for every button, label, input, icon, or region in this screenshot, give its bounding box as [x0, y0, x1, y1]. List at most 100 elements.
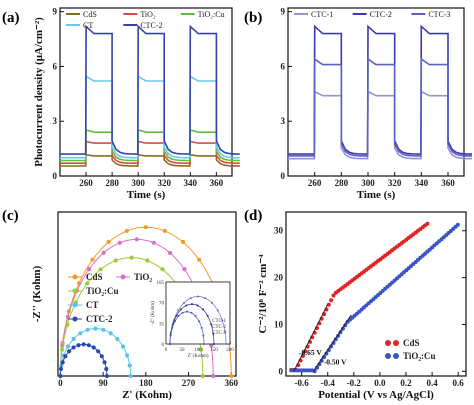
inset-series-line-2 [169, 311, 205, 345]
legend-marker [385, 353, 391, 359]
data-point [120, 344, 126, 349]
inset-x-tick-label: 0 [165, 348, 168, 353]
data-point [87, 267, 92, 272]
y-tick-label: 9 [281, 7, 286, 17]
data-point [99, 354, 104, 359]
data-point [86, 343, 91, 348]
annotation: -0.50 V [324, 357, 347, 366]
plot-frame [285, 211, 467, 377]
data-point [65, 322, 70, 327]
data-point [71, 336, 76, 342]
x-tick-label: 320 [388, 178, 402, 188]
y-axis-label: C⁻²/10⁸ F⁻² cm⁻⁴ [257, 254, 269, 334]
plot-frame [59, 7, 233, 177]
inset-x-tick-label: 200 [226, 348, 234, 353]
x-tick-label: 340 [415, 178, 429, 188]
data-point [78, 331, 83, 336]
data-point [180, 239, 185, 244]
y-tick-label: 30 [274, 226, 284, 236]
data-point [145, 258, 150, 263]
inset-series-line-1 [169, 303, 215, 345]
annotation: -0.65 V [299, 348, 322, 357]
data-point [85, 281, 90, 286]
data-point [129, 255, 134, 260]
legend-label: TiO₂ [140, 10, 156, 19]
x-tick-label: 0.2 [400, 378, 412, 388]
inset-legend-label: CTC-1 [212, 319, 226, 324]
data-point [331, 293, 336, 298]
y-tick-label: 10 [274, 319, 284, 329]
data-point [198, 347, 204, 352]
data-point [113, 258, 118, 263]
legend-marker [385, 340, 391, 346]
data-point [60, 347, 65, 352]
legend-label: CT [86, 300, 99, 310]
x-tick-label: 0.4 [426, 378, 438, 388]
x-tick-label: -0.2 [347, 378, 362, 388]
legend-label: CTC-2 [140, 21, 162, 30]
data-point [182, 267, 187, 272]
data-point [331, 341, 336, 345]
data-point [124, 228, 129, 233]
x-tick-label: 0 [58, 378, 63, 388]
x-tick-label: 270 [182, 378, 196, 388]
data-point [455, 222, 460, 227]
data-point [425, 221, 430, 226]
data-point [96, 349, 101, 354]
legend-label: CTC-2 [86, 314, 113, 324]
legend-marker [72, 302, 78, 308]
legend-label: CT [83, 21, 93, 30]
legend-label: CdS [86, 272, 103, 282]
data-point [60, 360, 65, 365]
data-point [209, 343, 214, 348]
y-tick-label: 3 [281, 116, 286, 126]
data-point [81, 342, 86, 347]
data-point [229, 373, 234, 379]
panel-label-b: (b) [244, 10, 262, 26]
y-tick-label: 6 [53, 61, 58, 71]
series-line-1 [288, 24, 473, 155]
x-tick-label: 340 [184, 178, 198, 188]
x-tick-label: -0.6 [295, 378, 310, 388]
data-point [329, 344, 334, 349]
y-axis-label: -Z'' (Kohm) [31, 265, 43, 322]
data-point [117, 240, 122, 245]
panel-label-c: (c) [2, 208, 19, 224]
data-point [160, 267, 165, 272]
data-point [104, 366, 109, 372]
x-tick-label: 320 [157, 178, 171, 188]
legend-marker [393, 353, 399, 359]
series-line-4 [60, 24, 240, 155]
data-point [115, 336, 120, 342]
data-point [167, 250, 173, 255]
data-point [108, 331, 113, 336]
data-point [134, 237, 139, 242]
y-tick-label: 0 [53, 171, 58, 181]
data-point [104, 373, 109, 379]
y-axis-label: Photocurrent density (μA/cm⁻²) [33, 17, 45, 167]
x-tick-label: 300 [131, 178, 145, 188]
legend-label: CTC-2 [370, 10, 392, 19]
inset-y-tick-label: 105 [157, 281, 165, 286]
inset-y-tick-label: 70 [159, 302, 165, 307]
tangent-line [312, 314, 352, 372]
x-tick-label: 360 [210, 178, 224, 188]
panel-a: 260 280 300 320 340 360 0 3 6 9 Time (s) Photocurre… [33, 7, 240, 201]
data-point [90, 257, 95, 262]
data-point [127, 363, 132, 368]
legend-label: TiO₂ [134, 272, 152, 282]
data-point [101, 327, 106, 332]
x-tick-label: 90 [99, 378, 109, 388]
x-axis-label: Time (s) [357, 189, 396, 201]
inset-y-axis-label: -Z'' (Kohm) [151, 301, 156, 325]
data-point [63, 354, 68, 359]
inset-legend-label: CTC-3 [212, 331, 226, 336]
data-point [58, 373, 63, 379]
data-point [58, 366, 64, 372]
series-line-0 [60, 154, 240, 167]
data-point [326, 302, 331, 307]
y-tick-label: 20 [274, 273, 284, 283]
y-tick-label: 3 [53, 116, 58, 126]
panel-b: 260 280 300 320 340 360 0 3 6 9 Time (s) CTC-1 CTC-2… [281, 7, 473, 201]
